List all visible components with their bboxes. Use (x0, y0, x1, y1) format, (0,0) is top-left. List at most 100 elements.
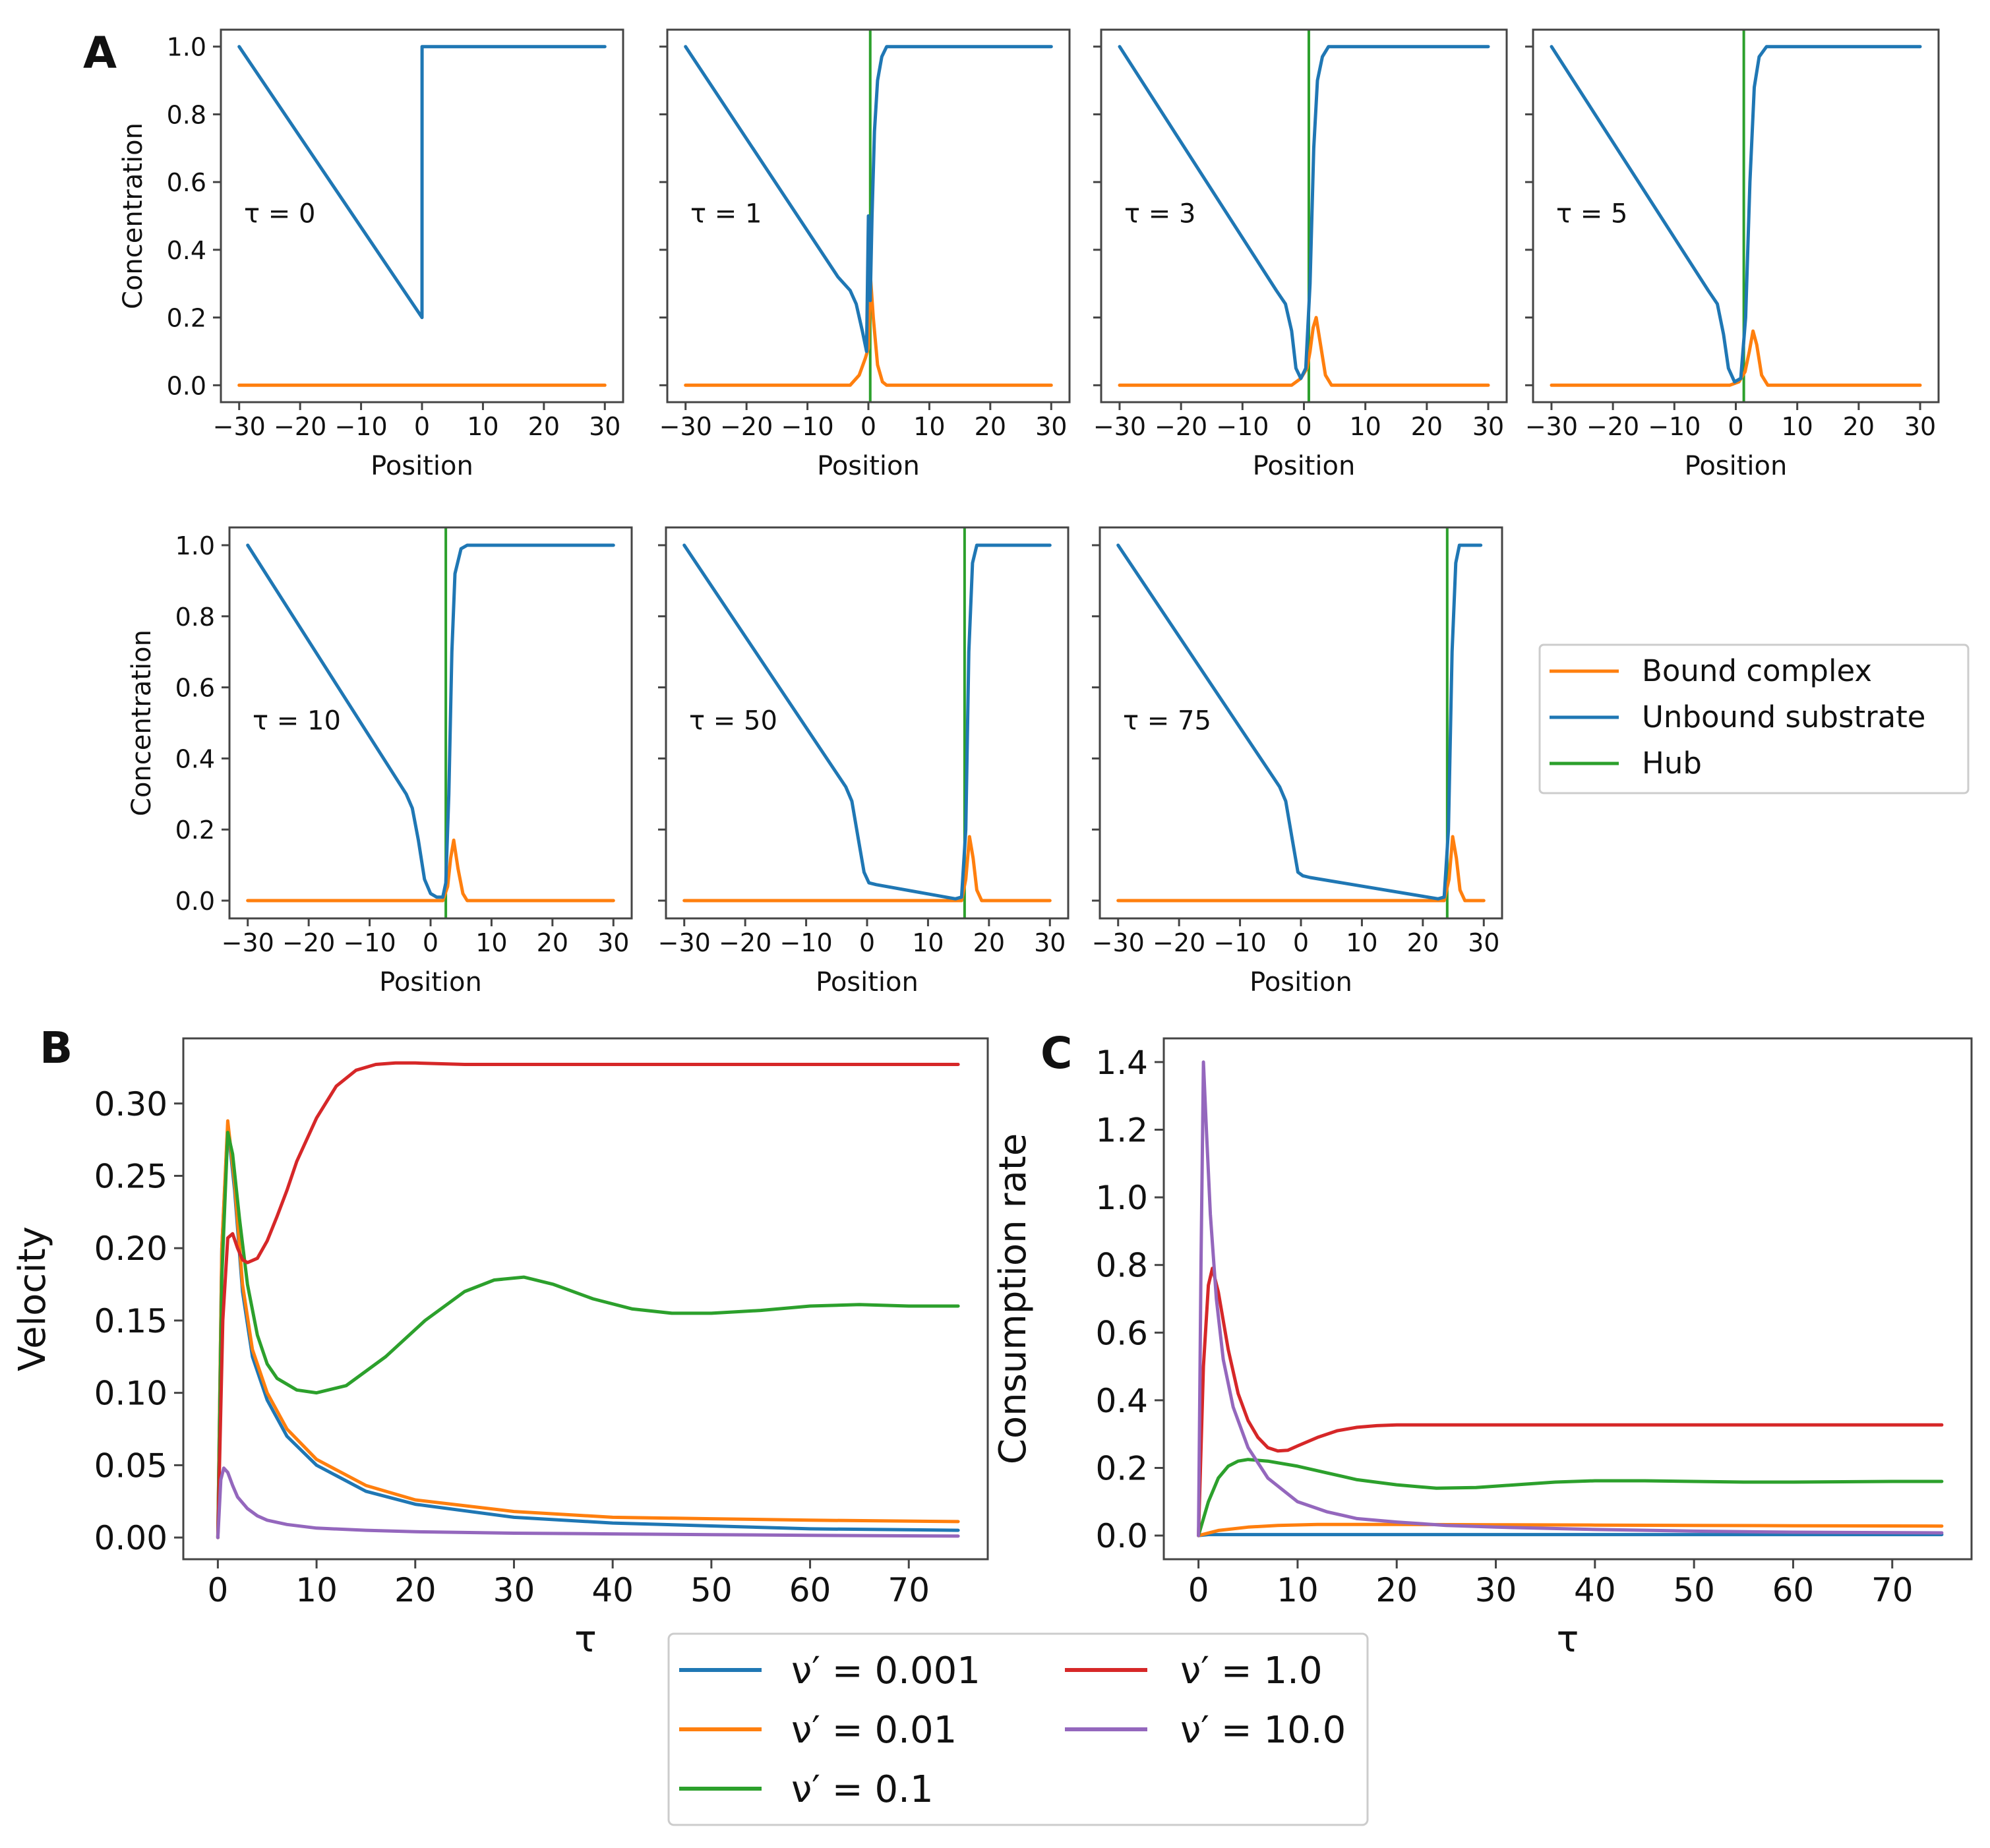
x-tick-label: 0 (859, 928, 875, 957)
time-annotation: τ = 75 (1123, 706, 1211, 736)
x-axis-label: Position (817, 451, 920, 481)
plot-lines (1118, 30, 1490, 402)
y-tick-label: 0.6 (175, 674, 215, 703)
x-tick-label: 10 (295, 1571, 338, 1609)
y-tick-label: 0.2 (175, 816, 215, 845)
series-line-10-0 (1197, 1060, 1944, 1537)
x-tick-label: −20 (1586, 412, 1639, 441)
legend-frame (667, 1632, 1369, 1826)
panel-c-consumption-chart: 0 10 20 30 40 50 60 70 0.0 0.2 0.4 0.6 0.8 1.0 1.2 1.4 τ… (992, 1037, 1973, 1661)
x-tick-label: 20 (1843, 412, 1875, 441)
plot-area (1164, 1038, 1972, 1559)
series-line-unbound-substrate (237, 45, 607, 320)
x-tick-label: 0 (1728, 412, 1743, 441)
concentration-chart-4: −30 −20 −10 0 10 20 30 Position τ = 5 (1525, 28, 1940, 481)
concentration-chart-3: −30 −20 −10 0 10 20 30 Position τ = 3 (1093, 28, 1508, 481)
x-tick-label: 40 (591, 1571, 634, 1609)
series-line-unbound-substrate (1116, 543, 1483, 901)
concentration-chart-6: −30 −20 −10 0 10 20 30 Position τ = 50 (658, 526, 1070, 998)
x-tick-label: 20 (973, 928, 1005, 957)
x-tick-label: 0 (860, 412, 876, 441)
time-annotation: τ = 1 (690, 199, 762, 229)
x-tick-label: 60 (1772, 1571, 1815, 1609)
y-tick-label: 0.2 (1095, 1449, 1148, 1487)
time-annotation: τ = 0 (244, 199, 315, 229)
x-tick-label: 30 (1034, 928, 1066, 957)
y-tick-label: 1.0 (1095, 1179, 1148, 1217)
y-tick-label: 0.8 (167, 100, 206, 129)
y-tick-label: 0.8 (1095, 1247, 1148, 1285)
series-line-10-0 (216, 1466, 960, 1539)
x-tick-label: −20 (719, 928, 771, 957)
y-tick-label: 1.4 (1095, 1044, 1148, 1082)
series-line-unbound-substrate (682, 543, 1052, 901)
x-tick-label: 50 (690, 1571, 733, 1609)
x-tick-label: 0 (423, 928, 438, 957)
x-tick-label: 30 (1468, 928, 1499, 957)
plot-lines (216, 1061, 960, 1539)
x-tick-label: 10 (1277, 1571, 1319, 1609)
series-line-bound-complex (1550, 329, 1922, 387)
x-tick-label: −10 (1648, 412, 1701, 441)
plot-lines (1197, 1060, 1944, 1537)
x-tick-label: −20 (282, 928, 335, 957)
concentration-chart-1: −30 −20 −10 0 10 20 30 0.0 0.2 0.4 0.6 0.8 1.0 Positi… (118, 28, 624, 481)
y-tick-label: 0.00 (94, 1519, 167, 1557)
y-axis-label: Consumption rate (992, 1133, 1035, 1464)
x-tick-label: 0 (1296, 412, 1312, 441)
panel-a-legend: Bound complex Unbound substrate Hub (1538, 643, 1970, 794)
x-tick-label: 20 (1407, 928, 1439, 957)
plot-area (666, 527, 1068, 918)
x-tick-label: 0 (414, 412, 430, 441)
plot-area (1533, 30, 1939, 402)
x-tick-label: −10 (343, 928, 396, 957)
y-tick-label: 0.15 (94, 1302, 167, 1340)
legend-label-nu-001: ν′ = 0.01 (791, 1709, 957, 1752)
y-tick-label: 0.10 (94, 1375, 167, 1413)
x-tick-label: −30 (659, 412, 712, 441)
legend-label-nu-01: ν′ = 0.1 (791, 1768, 934, 1811)
time-annotation: τ = 3 (1124, 199, 1195, 229)
x-tick-label: 10 (467, 412, 498, 441)
concentration-chart-7: −30 −20 −10 0 10 20 30 Position τ = 75 (1092, 526, 1503, 998)
x-tick-label: 20 (394, 1571, 437, 1609)
plot-area (1101, 30, 1507, 402)
series-line-0-1 (1197, 1458, 1944, 1537)
x-tick-label: −20 (720, 412, 773, 441)
y-tick-label: 0.6 (1095, 1314, 1148, 1352)
y-tick-label: 1.2 (1095, 1112, 1148, 1150)
x-tick-label: −30 (213, 412, 266, 441)
x-tick-label: 10 (913, 412, 945, 441)
plot-lines (1550, 30, 1922, 402)
series-line-1-0 (216, 1061, 960, 1539)
legend-label-unbound: Unbound substrate (1642, 700, 1926, 734)
x-tick-label: −30 (658, 928, 711, 957)
plot-area (183, 1038, 988, 1559)
x-tick-label: 70 (1871, 1571, 1914, 1609)
y-tick-label: 0.4 (175, 744, 215, 773)
series-line-0-1 (216, 1131, 960, 1539)
concentration-chart-5: −30 −20 −10 0 10 20 30 0.0 0.2 0.4 0.6 0.8 1.0 Positi… (127, 526, 633, 998)
x-tick-label: −10 (1216, 412, 1269, 441)
plot-frame (1162, 1037, 1973, 1561)
x-tick-label: −10 (334, 412, 387, 441)
y-tick-label: 0.0 (175, 887, 215, 916)
plot-lines (237, 45, 607, 387)
x-tick-label: 20 (1411, 412, 1443, 441)
y-axis-label: Concentration (118, 123, 148, 309)
x-tick-label: −10 (781, 412, 833, 441)
plot-area (229, 527, 632, 918)
series-line-unbound-substrate (1550, 45, 1922, 384)
x-tick-label: −30 (1092, 928, 1145, 957)
x-tick-label: 60 (789, 1571, 831, 1609)
legend-frame (1538, 643, 1970, 794)
panel-a: −30 −20 −10 0 10 20 30 0.0 0.2 0.4 0.6 0.8 1.0 Positi… (118, 28, 1940, 998)
x-tick-label: 70 (888, 1571, 930, 1609)
x-tick-label: −30 (1525, 412, 1578, 441)
x-tick-label: 10 (1346, 928, 1377, 957)
series-line-1-0 (1197, 1267, 1944, 1537)
x-axis-label: τ (574, 1618, 597, 1661)
x-tick-label: 20 (975, 412, 1006, 441)
x-tick-label: −10 (779, 928, 832, 957)
